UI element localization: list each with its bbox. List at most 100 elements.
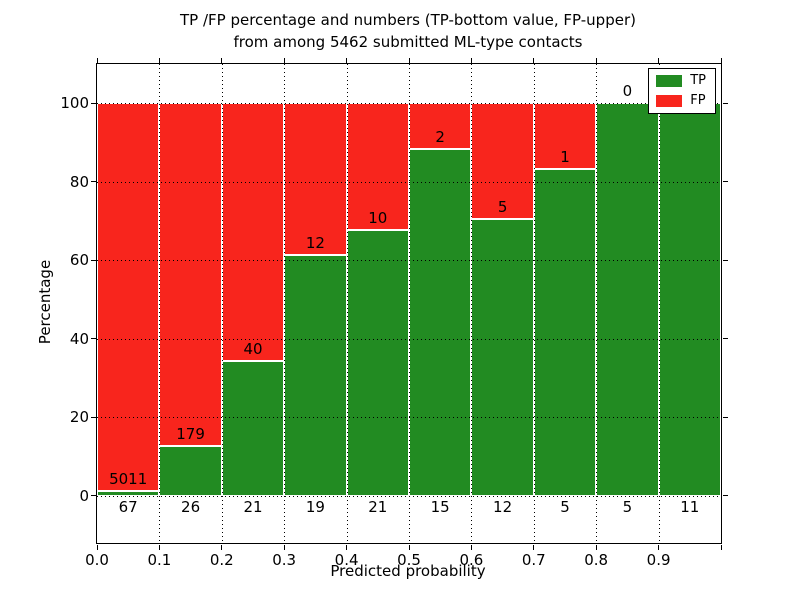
legend: TP FP	[648, 68, 716, 114]
x-tick	[720, 57, 722, 63]
x-tick	[408, 544, 410, 550]
chart-title: TP /FP percentage and numbers (TP-bottom…	[96, 9, 720, 53]
x-tick	[658, 57, 660, 63]
x-gridline	[596, 64, 598, 543]
y-tick	[722, 495, 728, 497]
fp-legend-label: FP	[690, 93, 706, 108]
bar-fp-count-label: 5	[497, 197, 508, 216]
x-tick	[283, 57, 285, 63]
x-gridline	[221, 64, 223, 543]
bar-fp-segment	[409, 103, 472, 150]
x-tick	[158, 544, 160, 550]
y-gridline	[97, 181, 721, 183]
fp-legend-swatch	[656, 95, 683, 107]
bar-fp-count-label: 1	[560, 147, 570, 166]
bar-fp-segment	[221, 103, 285, 361]
bar-tp-segment	[596, 103, 659, 496]
y-tick	[90, 102, 96, 104]
bar-tp-segment	[346, 229, 409, 496]
x-tick	[96, 57, 98, 63]
x-tick	[658, 544, 660, 550]
y-tick	[722, 181, 728, 183]
bar-fp-segment	[97, 103, 160, 491]
bar-tp-count-label: 67	[118, 497, 138, 516]
x-tick-label: 0.4	[334, 551, 359, 569]
bar-fp-count-label: 0	[622, 82, 633, 101]
bar-tp-count-label: 5	[622, 497, 633, 516]
y-tick-label: 20	[69, 408, 89, 427]
bar-tp-segment	[658, 103, 721, 496]
bar-fp-segment	[284, 103, 347, 256]
y-tick	[90, 338, 96, 340]
x-tick-label: 0.9	[646, 551, 671, 569]
chart-title-line2: from among 5462 submitted ML-type contac…	[233, 33, 583, 51]
x-tick	[533, 57, 535, 63]
x-gridline	[159, 64, 161, 543]
bar-tp-count-label: 21	[243, 497, 263, 516]
bar-tp-count-label: 21	[368, 497, 388, 516]
x-tick	[346, 544, 348, 550]
y-tick	[90, 181, 96, 183]
y-gridline	[97, 338, 721, 340]
bar-fp-segment	[346, 103, 409, 230]
x-tick	[470, 57, 472, 63]
x-tick-label: 0.0	[85, 551, 109, 569]
bar-fp-segment	[471, 103, 534, 219]
y-tick-label: 40	[69, 329, 89, 348]
x-tick	[283, 544, 285, 550]
bar-tp-count-label: 5	[560, 497, 570, 516]
y-gridline	[97, 103, 721, 105]
x-gridline	[284, 64, 286, 543]
bar-tp-segment	[533, 168, 597, 496]
bar-fp-count-label: 2	[435, 128, 445, 147]
x-gridline	[533, 64, 535, 543]
bar-fp-count-label: 5011	[109, 469, 148, 488]
x-tick-label: 0.7	[521, 551, 546, 569]
legend-item-fp: FP	[656, 94, 706, 108]
bar-tp-count-label: 26	[181, 497, 201, 516]
y-gridline	[97, 417, 721, 419]
x-tick	[595, 544, 597, 550]
y-tick	[722, 416, 728, 418]
bar-fp-segment	[159, 103, 222, 447]
tp-legend-label: TP	[690, 73, 706, 88]
y-tick	[90, 259, 96, 261]
x-gridline	[409, 64, 410, 543]
x-tick	[221, 57, 223, 63]
x-axis-label: Predicted probability	[330, 562, 486, 580]
y-gridline	[97, 260, 721, 262]
bar-tp-segment	[471, 218, 534, 496]
bar-fp-count-label: 179	[176, 425, 205, 444]
y-tick	[722, 102, 728, 104]
x-tick-label: 0.1	[147, 551, 172, 569]
y-tick	[722, 338, 728, 340]
bar-fp-count-label: 40	[243, 339, 263, 358]
x-tick	[346, 57, 348, 63]
y-gridline	[97, 495, 721, 497]
x-tick	[595, 57, 597, 63]
x-tick-label: 0.2	[209, 551, 234, 569]
chart-title-line1: TP /FP percentage and numbers (TP-bottom…	[180, 11, 636, 29]
y-tick-label: 80	[69, 172, 89, 191]
bar-tp-count-label: 15	[430, 497, 450, 516]
x-gridline	[471, 64, 473, 543]
x-tick-label: 0.3	[272, 551, 297, 569]
y-tick	[722, 259, 728, 261]
y-tick-label: 60	[69, 251, 89, 270]
x-tick	[221, 544, 223, 550]
bar-fp-count-label: 12	[305, 234, 325, 253]
x-gridline	[658, 64, 660, 543]
bar-tp-count-label: 11	[680, 497, 700, 516]
bar-tp-segment	[221, 360, 285, 496]
y-tick	[90, 416, 96, 418]
bar-tp-segment	[409, 149, 472, 496]
y-tick-label: 100	[60, 94, 89, 113]
x-tick	[408, 57, 410, 63]
x-tick-label: 0.8	[584, 551, 609, 569]
x-tick	[470, 544, 472, 550]
bar-tp-count-label: 12	[493, 497, 513, 516]
x-tick-label: 0.6	[459, 551, 484, 569]
bar-tp-segment	[97, 490, 160, 496]
bar-tp-segment	[284, 255, 347, 496]
